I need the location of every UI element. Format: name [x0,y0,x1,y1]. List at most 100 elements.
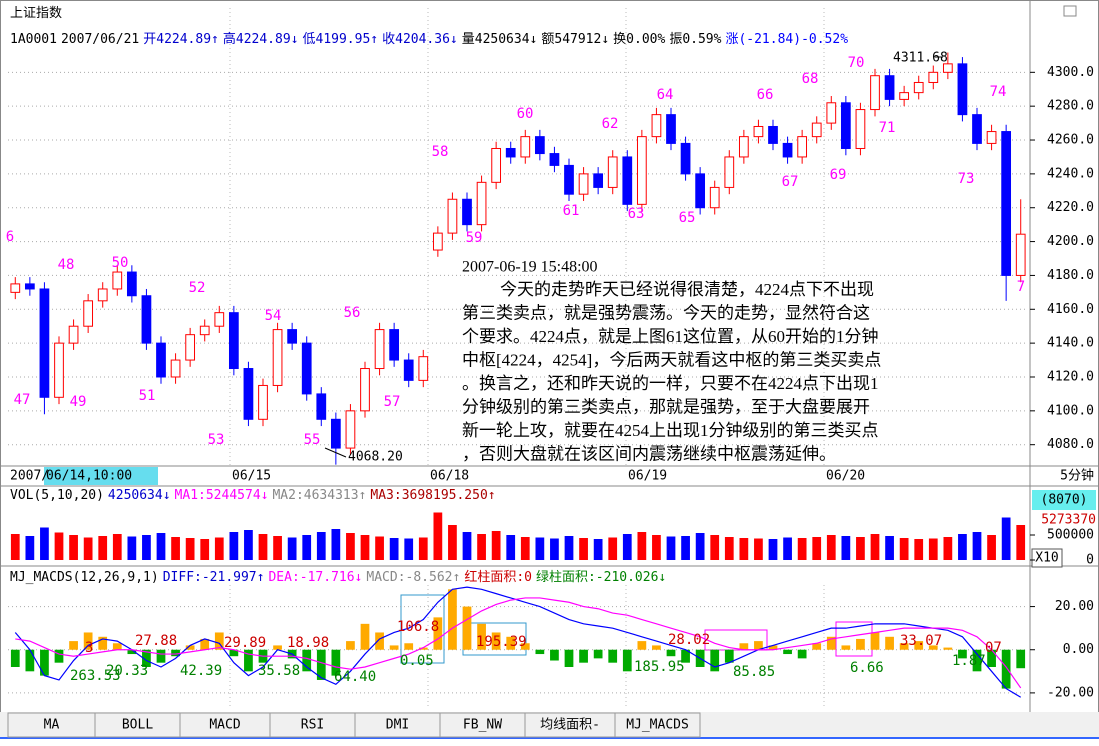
candle-body [505,147,516,158]
candle-body [214,312,225,327]
tab[interactable] [179,712,271,738]
tab-label[interactable]: FB_NW [463,718,502,733]
tab[interactable] [354,712,441,738]
macd-bar [185,645,195,650]
candle-body [957,63,968,116]
area-label: 42.39 [180,663,222,679]
candle-body [593,173,604,188]
candle-body [607,156,618,188]
volume-legend: VOL(5,10,20) 4250634↓ MA1:5244574↓ MA2:4634… [10,488,500,504]
wave-label: 49 [70,394,87,410]
candle-body [870,75,880,111]
candle-body [782,142,793,158]
volume-bar [768,539,778,560]
legend-item: MA2:4634313↑ [272,488,367,503]
area-label: 07 [985,640,1002,656]
legend-item: MACD:-8.562↑ [366,570,461,585]
y-tick-label: 0.00 [1063,642,1094,657]
volume-bar [826,535,836,560]
macd-bar [812,643,822,650]
volume-bar [185,538,195,560]
legend-item: VOL(5,10,20) [10,488,104,503]
area-label: 3 [85,640,93,656]
legend-item: 红柱面积:0 [464,570,532,585]
tab-label[interactable]: RSI [301,718,324,733]
info-item: 涨(-21.84)-0.52% [725,32,849,47]
candle-body [24,283,35,290]
wave-label: 62 [602,116,619,132]
macd-bar [214,632,224,650]
tab-label[interactable]: DMI [386,718,409,733]
wave-label: 48 [58,257,75,273]
candle-body [636,136,647,205]
candle-body [141,295,152,344]
tab-label[interactable]: BOLL [122,718,153,733]
legend-item: MA1:5244574↓ [174,488,269,503]
volume-bar [914,539,924,560]
area-label: 20.33 [106,663,148,679]
info-item: 开4224.89↑ [143,32,219,47]
candle-body [534,136,545,155]
x-tick-label: 06/15 [232,469,271,484]
macd-bar [171,649,180,657]
macd-bar [389,645,399,650]
price-label: 4311.68 [893,51,948,66]
tab[interactable] [614,712,701,738]
y-tick-label: 4220.0 [1047,200,1094,215]
tab[interactable] [7,712,96,738]
info-item: 振0.59% [669,32,722,47]
macd-bar [987,649,996,667]
tab[interactable] [269,712,356,738]
macd-bar [928,645,938,650]
candle-body [738,136,749,158]
candle-body [83,300,94,327]
candle-body [942,63,953,73]
macd-bar [25,649,35,672]
legend-item: 4250634↓ [107,488,171,503]
price-label: 4068.20 [348,450,403,465]
macd-bar [433,617,443,650]
volume-bar [40,527,49,560]
candle-body [374,329,385,370]
candle-body [622,156,633,205]
wave-label: 61 [563,203,580,219]
info-item: 2007/06/21 [60,32,140,47]
volume-bar [69,535,78,560]
tab-label[interactable]: MJ_MACDS [626,718,689,733]
wave-label: 65 [679,210,696,226]
candle-body [986,131,997,144]
tab[interactable] [524,712,616,738]
macd-bar [244,649,253,672]
diff-line [14,586,1022,698]
candle-body [97,288,108,302]
window-icon[interactable] [1063,5,1077,17]
volume-bar [550,538,559,560]
macd-bar [535,649,545,655]
tab-label[interactable]: MA [44,718,60,733]
candle-body [418,356,429,381]
volume-bar [593,539,603,560]
y-tick-label: 0 [1086,553,1094,568]
wave-label: 47 [14,392,31,408]
candle-body [10,283,21,293]
candle-body [272,329,283,386]
macd-bar [885,636,894,650]
volume-bar [360,535,370,560]
macd-bar [346,641,355,650]
area-label: 28.02 [668,632,710,648]
volume-bar [841,536,851,560]
candle-body [287,329,298,344]
volume-bar [579,538,588,560]
area-label: 185.95 [634,659,685,675]
macd-bar [972,649,982,672]
area-label: 6.66 [850,660,884,676]
volume-bar [98,536,108,560]
macd-bar [302,649,312,672]
tab-label[interactable]: 均线面积- [540,718,600,733]
volume-bar [491,531,501,560]
volume-bar [10,534,20,560]
candle-body [724,156,735,188]
tab-label[interactable]: MACD [209,718,240,733]
volume-bar [637,532,647,560]
